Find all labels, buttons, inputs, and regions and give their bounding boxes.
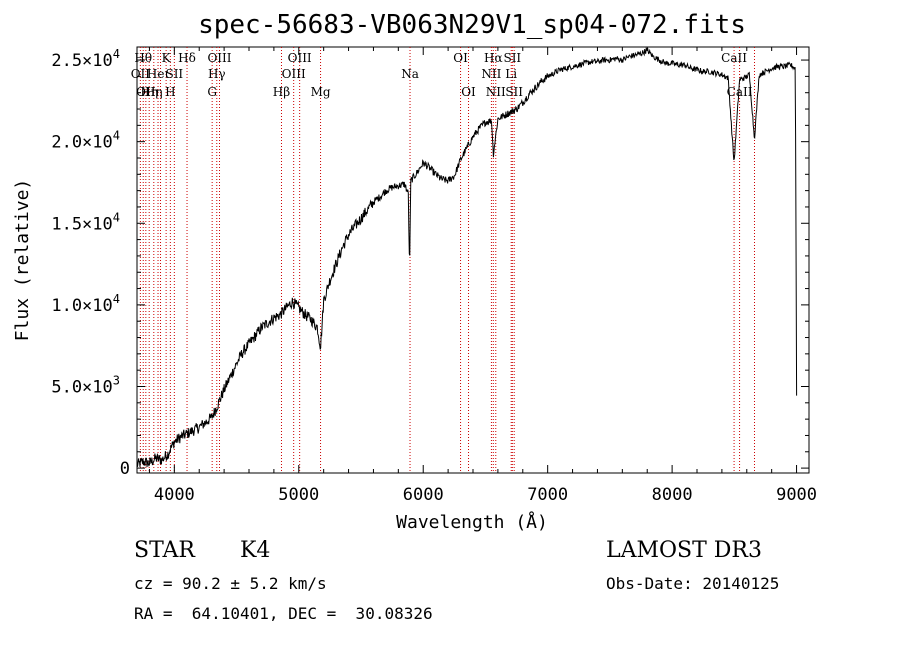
x-tick-label: 8000 — [652, 485, 693, 505]
emission-line-label: K — [162, 51, 172, 65]
emission-line-label: OIII — [282, 67, 306, 81]
emission-line-label: Mg — [311, 85, 331, 99]
emission-line-label: NII — [486, 85, 506, 99]
emission-line-label: Hη — [140, 85, 158, 99]
spectrum-series-line — [136, 47, 798, 468]
emission-line-label: CaII — [721, 51, 747, 65]
y-tick-label: 1.5×104 — [51, 210, 120, 234]
y-tick-exponent: 4 — [113, 129, 120, 143]
y-tick-mantissa: 2.5×10 — [51, 51, 112, 71]
emission-line-label: OI — [453, 51, 468, 65]
emission-line-label: CaII — [727, 85, 753, 99]
y-tick-mantissa: 1.5×10 — [51, 214, 112, 234]
emission-line-label: SII — [165, 67, 183, 81]
y-tick-exponent: 4 — [113, 210, 120, 224]
emission-line-label: Na — [401, 67, 419, 81]
survey-name: LAMOST DR3 — [606, 538, 762, 563]
emission-line-label: Hη — [145, 85, 163, 99]
y-tick-label: 2.5×104 — [51, 47, 120, 71]
emission-lines — [139, 47, 755, 473]
x-tick-label: 5000 — [278, 485, 319, 505]
y-tick-mantissa: 5.0×10 — [51, 377, 112, 397]
x-tick-label: 4000 — [154, 485, 195, 505]
emission-line-label: Heι — [147, 67, 170, 81]
object-subclass: K4 — [240, 538, 271, 563]
emission-line-label: OIII — [207, 51, 231, 65]
y-tick-exponent: 4 — [113, 292, 120, 306]
plot-frame — [136, 46, 810, 474]
emission-line-label: Hα — [484, 51, 503, 65]
emission-line-label: NII — [481, 67, 501, 81]
object-class: STAR — [134, 538, 195, 563]
emission-line-label: Li — [505, 67, 517, 81]
y-tick-mantissa: 1.0×10 — [51, 296, 112, 316]
emission-line-label: SII — [503, 51, 521, 65]
x-tick-label: 7000 — [527, 485, 568, 505]
x-axis-label: Wavelength (Å) — [396, 511, 548, 533]
emission-line-label: G — [207, 85, 217, 99]
emission-line-label: SII — [505, 85, 523, 99]
y-axis-label: Flux (relative) — [12, 179, 33, 342]
redshift-cz: cz = 90.2 ± 5.2 km/s — [134, 574, 327, 593]
y-tick-label: 5.0×103 — [51, 373, 120, 397]
emission-line-label: Hβ — [273, 85, 290, 99]
emission-line-label: Hγ — [208, 67, 226, 81]
x-tick-label: 9000 — [776, 485, 817, 505]
x-axis-ticks: 4000 5000 6000 7000 8000 9000 — [148, 47, 817, 505]
emission-line-labels: OIIHθOIIHηHηHeιKHSIIHδGHγOIIIHβOIIIOIIIM… — [131, 51, 753, 99]
coordinates: RA = 64.10401, DEC = 30.08326 — [134, 604, 433, 623]
emission-line-label: OII — [131, 67, 151, 81]
x-tick-label: 6000 — [403, 485, 444, 505]
y-tick-label: 1.0×104 — [51, 292, 120, 316]
y-tick-label: 0 — [120, 459, 130, 479]
y-tick-mantissa: 0 — [120, 459, 130, 479]
y-tick-label: 2.0×104 — [51, 129, 120, 153]
chart-title: spec-56683-VB063N29V1_sp04-072.fits — [198, 10, 746, 40]
emission-line-label: OIII — [288, 51, 312, 65]
y-tick-exponent: 3 — [113, 373, 120, 387]
emission-line-label: Hθ — [134, 51, 152, 65]
emission-line-label: H — [165, 85, 175, 99]
y-tick-exponent: 4 — [113, 47, 120, 61]
y-tick-mantissa: 2.0×10 — [51, 133, 112, 153]
observation-date: Obs-Date: 20140125 — [606, 574, 780, 593]
emission-line-label: OII — [136, 85, 156, 99]
emission-line-label: OI — [461, 85, 476, 99]
emission-line-label: Hδ — [178, 51, 196, 65]
